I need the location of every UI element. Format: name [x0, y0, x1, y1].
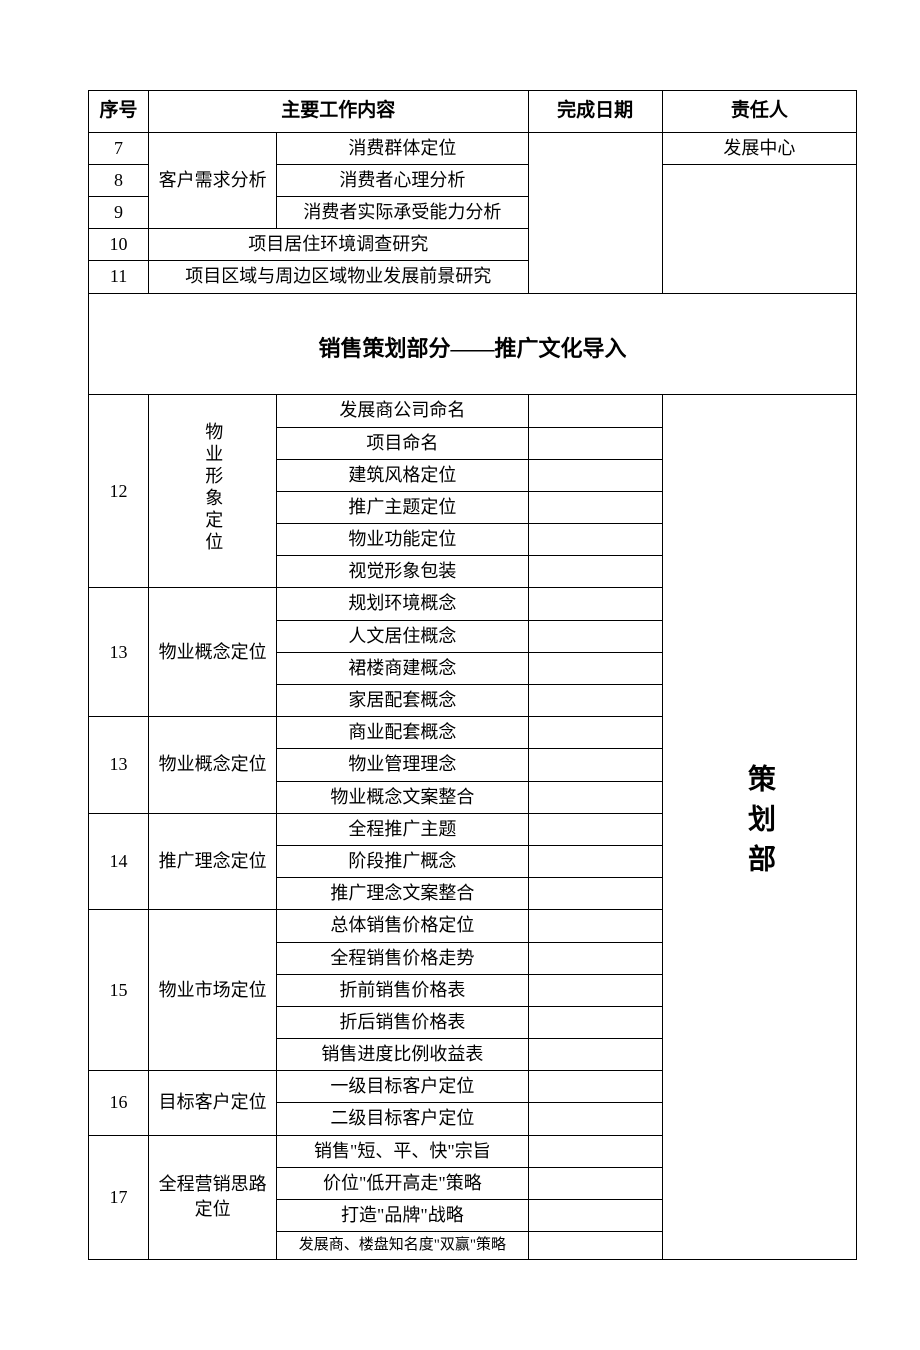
date-cell: [528, 781, 662, 813]
sub-item: 消费者实际承受能力分析: [277, 196, 528, 228]
table-row: 12 物业形象定位 发展商公司命名 策划部: [89, 395, 857, 427]
sub-item: 项目区域与周边区域物业发展前景研究: [149, 261, 528, 293]
date-cell: [528, 620, 662, 652]
section-title: 销售策划部分——推广文化导入: [89, 293, 857, 395]
sub-item: 消费者心理分析: [277, 164, 528, 196]
seq-cell: 7: [89, 132, 149, 164]
seq-cell: 17: [89, 1135, 149, 1260]
group-label: 物业市场定位: [149, 910, 277, 1071]
date-cell: [528, 910, 662, 942]
sub-item: 消费群体定位: [277, 132, 528, 164]
group-label: 推广理念定位: [149, 813, 277, 910]
date-cell: [528, 395, 662, 427]
sub-item: 物业功能定位: [277, 524, 528, 556]
sub-item: 项目命名: [277, 427, 528, 459]
date-cell: [528, 974, 662, 1006]
sub-item: 二级目标客户定位: [277, 1103, 528, 1135]
col-content: 主要工作内容: [149, 91, 528, 133]
date-cell: [528, 1006, 662, 1038]
owner-cell: [662, 164, 856, 293]
seq-cell: 10: [89, 229, 149, 261]
col-owner: 责任人: [662, 91, 856, 133]
sub-item: 物业管理理念: [277, 749, 528, 781]
section-header-row: 销售策划部分——推广文化导入: [89, 293, 857, 395]
group-label: 全程营销思路定位: [149, 1135, 277, 1260]
date-cell: [528, 652, 662, 684]
group-label: 物业概念定位: [149, 588, 277, 717]
group-label: 物业形象定位: [149, 395, 277, 588]
seq-cell: 13: [89, 717, 149, 814]
col-seq: 序号: [89, 91, 149, 133]
seq-cell: 13: [89, 588, 149, 717]
sub-item: 阶段推广概念: [277, 845, 528, 877]
table-header-row: 序号 主要工作内容 完成日期 责任人: [89, 91, 857, 133]
date-cell: [528, 427, 662, 459]
seq-cell: 16: [89, 1071, 149, 1135]
vertical-label: 物业形象定位: [200, 422, 225, 554]
sub-item: 裙楼商建概念: [277, 652, 528, 684]
sub-item: 建筑风格定位: [277, 459, 528, 491]
sub-item: 价位"低开高走"策略: [277, 1167, 528, 1199]
seq-cell: 8: [89, 164, 149, 196]
date-cell: [528, 1071, 662, 1103]
group-label: 目标客户定位: [149, 1071, 277, 1135]
sub-item: 推广主题定位: [277, 491, 528, 523]
sub-item: 发展商、楼盘知名度"双赢"策略: [277, 1232, 528, 1260]
table-row: 7 客户需求分析 消费群体定位 发展中心: [89, 132, 857, 164]
sub-item: 折前销售价格表: [277, 974, 528, 1006]
sub-item: 推广理念文案整合: [277, 878, 528, 910]
owner-vertical: 策划部: [740, 764, 779, 884]
sub-item: 打造"品牌"战略: [277, 1200, 528, 1232]
seq-cell: 11: [89, 261, 149, 293]
date-cell: [528, 459, 662, 491]
seq-cell: 15: [89, 910, 149, 1071]
date-cell: [528, 878, 662, 910]
owner-cell: 发展中心: [662, 132, 856, 164]
sub-item: 一级目标客户定位: [277, 1071, 528, 1103]
date-cell: [528, 1103, 662, 1135]
date-cell: [528, 749, 662, 781]
seq-cell: 14: [89, 813, 149, 910]
seq-cell: 12: [89, 395, 149, 588]
sub-item: 发展商公司命名: [277, 395, 528, 427]
date-cell: [528, 524, 662, 556]
sub-item: 折后销售价格表: [277, 1006, 528, 1038]
date-cell: [528, 685, 662, 717]
date-cell: [528, 588, 662, 620]
sub-item: 商业配套概念: [277, 717, 528, 749]
date-cell: [528, 942, 662, 974]
date-cell: [528, 845, 662, 877]
date-cell: [528, 1232, 662, 1260]
group-label: 物业概念定位: [149, 717, 277, 814]
date-cell: [528, 1200, 662, 1232]
sub-item: 销售进度比例收益表: [277, 1039, 528, 1071]
date-cell: [528, 132, 662, 293]
date-cell: [528, 556, 662, 588]
date-cell: [528, 1135, 662, 1167]
date-cell: [528, 717, 662, 749]
sub-item: 物业概念文案整合: [277, 781, 528, 813]
sub-item: 规划环境概念: [277, 588, 528, 620]
sub-item: 家居配套概念: [277, 685, 528, 717]
sub-item: 项目居住环境调查研究: [149, 229, 528, 261]
sub-item: 销售"短、平、快"宗旨: [277, 1135, 528, 1167]
date-cell: [528, 1167, 662, 1199]
sub-item: 总体销售价格定位: [277, 910, 528, 942]
date-cell: [528, 1039, 662, 1071]
seq-cell: 9: [89, 196, 149, 228]
date-cell: [528, 491, 662, 523]
sub-item: 人文居住概念: [277, 620, 528, 652]
sub-item: 全程销售价格走势: [277, 942, 528, 974]
col-date: 完成日期: [528, 91, 662, 133]
group-label: 客户需求分析: [149, 132, 277, 229]
sub-item: 全程推广主题: [277, 813, 528, 845]
sub-item: 视觉形象包装: [277, 556, 528, 588]
date-cell: [528, 813, 662, 845]
plan-table: 序号 主要工作内容 完成日期 责任人 7 客户需求分析 消费群体定位 发展中心 …: [88, 90, 857, 1260]
owner-cell-big: 策划部: [662, 395, 856, 1260]
